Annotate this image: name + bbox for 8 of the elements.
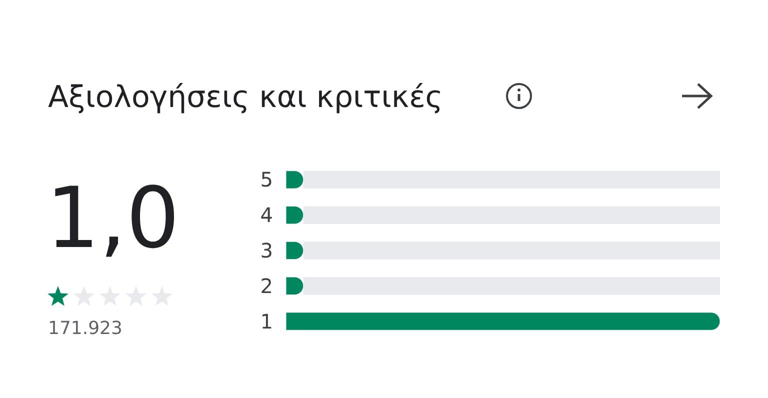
text: 1,0: [46, 169, 180, 267]
text: 171.923: [48, 318, 122, 339]
y-tick-label: 4: [260, 203, 273, 228]
y-tick-label: 5: [260, 168, 273, 192]
y-tick-label: 2: [260, 274, 273, 298]
chart-title: Αξιολογήσεις και κριτικές: [48, 80, 443, 115]
y-tick-label: 1: [260, 309, 273, 334]
y-tick-label: 3: [260, 238, 273, 262]
